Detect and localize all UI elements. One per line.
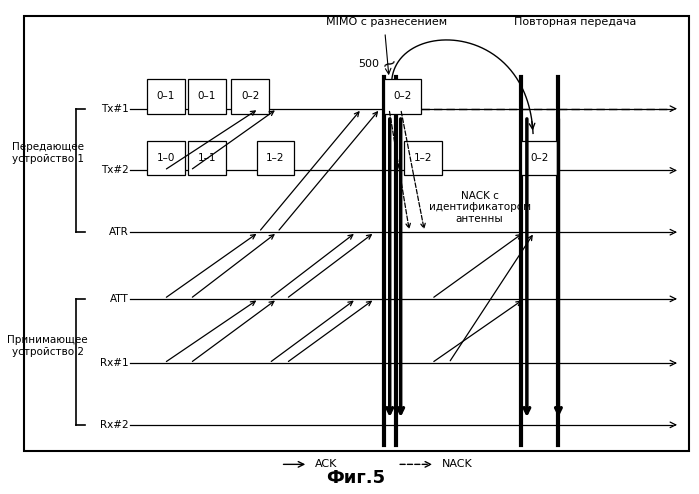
Bar xyxy=(188,141,226,175)
Text: 1–0: 1–0 xyxy=(157,153,175,163)
Text: ACK: ACK xyxy=(315,459,338,469)
Text: ~: ~ xyxy=(379,53,399,75)
Text: 0–2: 0–2 xyxy=(394,91,412,101)
Text: 0–2: 0–2 xyxy=(241,91,259,101)
Text: NACK: NACK xyxy=(442,459,473,469)
Bar xyxy=(257,141,294,175)
Bar xyxy=(521,141,559,175)
Text: MIMO с разнесением: MIMO с разнесением xyxy=(326,17,447,27)
Text: ATT: ATT xyxy=(110,294,129,304)
Text: 500: 500 xyxy=(358,59,379,69)
Text: Rx#1: Rx#1 xyxy=(100,358,129,368)
Text: Фиг.5: Фиг.5 xyxy=(326,469,386,487)
Text: 1–2: 1–2 xyxy=(266,153,284,163)
Text: 1–2: 1–2 xyxy=(414,153,432,163)
Bar xyxy=(24,16,689,451)
Text: Rx#2: Rx#2 xyxy=(100,420,129,430)
Text: 0–1: 0–1 xyxy=(157,91,175,101)
Text: 1–1: 1–1 xyxy=(198,153,216,163)
Bar xyxy=(231,79,269,114)
Text: 0–1: 0–1 xyxy=(198,91,216,101)
Bar xyxy=(404,141,442,175)
Bar xyxy=(188,79,226,114)
Bar xyxy=(384,79,421,114)
Text: Передающее
устройство 1: Передающее устройство 1 xyxy=(11,142,83,164)
Text: Tx#1: Tx#1 xyxy=(101,104,129,114)
Bar xyxy=(147,141,185,175)
Bar xyxy=(147,79,185,114)
Text: NACK с
идентификатором
антенны: NACK с идентификатором антенны xyxy=(428,191,531,224)
Text: Повторная передача: Повторная передача xyxy=(514,17,637,27)
Text: Tx#2: Tx#2 xyxy=(101,165,129,175)
Text: ATR: ATR xyxy=(108,227,129,237)
Text: 0–2: 0–2 xyxy=(531,153,549,163)
Text: Принимающее
устройство 2: Принимающее устройство 2 xyxy=(7,335,88,357)
